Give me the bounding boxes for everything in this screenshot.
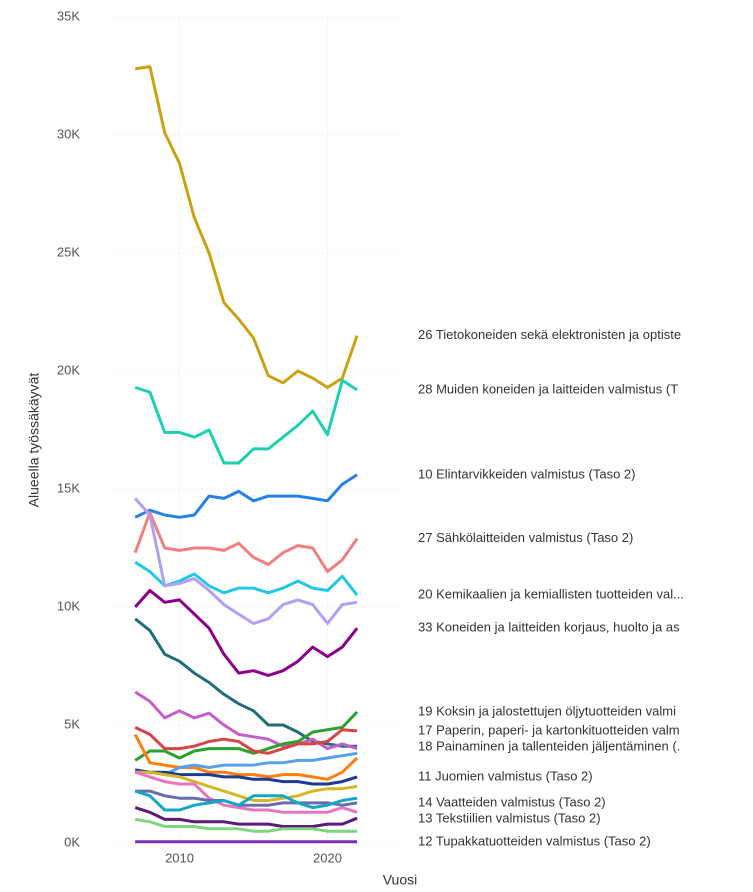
x-tick-label: 2010	[165, 850, 194, 865]
series-label: 19 Koksin ja jalostettujen öljytuotteide…	[418, 703, 676, 718]
y-tick-label: 10K	[57, 598, 80, 613]
y-tick-label: 25K	[57, 244, 80, 259]
series-line	[134, 817, 358, 833]
x-axis-title: Vuosi	[383, 872, 418, 888]
series-line	[133, 733, 359, 781]
series-line	[134, 378, 358, 465]
y-tick-label: 5K	[64, 716, 80, 731]
x-tick-label: 2020	[313, 850, 342, 865]
y-tick-label: 20K	[57, 362, 80, 377]
series-line	[134, 710, 359, 762]
series-line	[134, 789, 358, 812]
series-label: 28 Muiden koneiden ja laitteiden valmist…	[418, 381, 678, 396]
series-label: 26 Tietokoneiden sekä elektronisten ja o…	[418, 327, 681, 342]
series-line	[134, 589, 359, 677]
series-line	[133, 511, 359, 574]
series-line	[134, 768, 358, 786]
series-label: 14 Vaatteiden valmistus (Taso 2)	[418, 794, 606, 809]
series-label: 13 Tekstiilien valmistus (Taso 2)	[418, 810, 601, 825]
series-line	[134, 617, 358, 748]
y-tick-label: 30K	[57, 126, 80, 141]
y-tick-label: 15K	[57, 480, 80, 495]
series-line	[134, 806, 358, 828]
series-label: 17 Paperin, paperi- ja kartonkituotteide…	[418, 722, 680, 737]
series-line	[135, 770, 358, 802]
series-line	[134, 473, 358, 519]
y-tick-label: 35K	[57, 8, 80, 23]
series-label: 10 Elintarvikkeiden valmistus (Taso 2)	[418, 466, 635, 481]
series-line	[134, 497, 358, 625]
series-line	[134, 690, 358, 751]
series-line	[134, 770, 358, 814]
series-label: 27 Sähkölaitteiden valmistus (Taso 2)	[418, 530, 633, 545]
series-label: 12 Tupakkatuotteiden valmistus (Taso 2)	[418, 833, 651, 848]
series-line	[135, 751, 358, 777]
y-axis-title: Alueella työssäkäyvät	[26, 373, 42, 508]
series-label: 18 Painaminen ja tallenteiden jäljentämi…	[418, 738, 680, 753]
series-label: 11 Juomien valmistus (Taso 2)	[418, 768, 593, 783]
series-line	[134, 726, 358, 755]
series-line	[134, 65, 359, 389]
y-tick-label: 0K	[64, 834, 80, 849]
series-label: 33 Koneiden ja laitteiden korjaus, huolt…	[418, 620, 680, 635]
series-line	[135, 789, 358, 807]
series-label: 20 Kemikaalien ja kemiallisten tuotteide…	[418, 587, 684, 602]
